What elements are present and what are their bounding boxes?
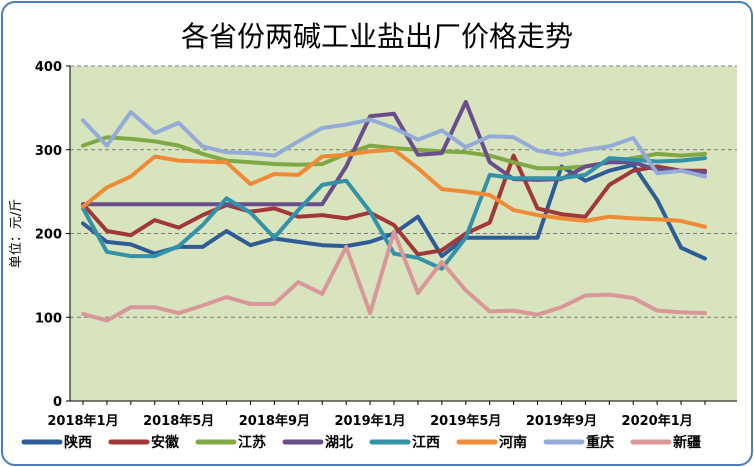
tick-labels: 0 100 200 300 400 2018年1月 2018年5月 2018年9月 2019年1…: [35, 60, 693, 429]
series-line-河南: [81, 147, 707, 229]
series-line-江西: [81, 156, 707, 271]
gridlines: [70, 65, 737, 318]
y-tick-label: 400: [35, 60, 62, 75]
legend-label: 湖北: [325, 435, 353, 451]
x-tick-label: 2020年1月: [622, 413, 693, 429]
x-tick-label: 2019年1月: [334, 413, 405, 429]
y-tick-label: 100: [35, 311, 62, 326]
y-tick-label: 0: [53, 395, 62, 410]
series-line-重庆: [81, 110, 707, 179]
legend-label: 江西: [412, 434, 440, 451]
x-tick-label: 2019年9月: [526, 413, 597, 429]
x-tick-label: 2018年9月: [239, 413, 310, 429]
legend-label: 江苏: [238, 434, 266, 451]
series-lines: [81, 100, 707, 323]
y-tick-label: 300: [35, 144, 62, 159]
legend-label: 重庆: [586, 434, 614, 451]
legend-label: 安徽: [151, 434, 180, 451]
chart-title: 各省份两碱工业盐出厂价格走势: [181, 20, 573, 53]
axes: [66, 65, 737, 405]
y-axis-label: 单位：元/斤: [9, 199, 24, 268]
legend: 陕西 安徽 江苏 湖北 江西 河南 重庆 新疆: [21, 434, 701, 451]
legend-label: 河南: [499, 434, 527, 451]
y-tick-label: 200: [35, 228, 62, 243]
series-line-新疆: [81, 229, 707, 323]
x-tick-label: 2019年5月: [430, 413, 501, 429]
x-tick-label: 2018年1月: [47, 413, 118, 429]
legend-label: 新疆: [673, 434, 701, 451]
series-line-安徽: [81, 153, 707, 257]
legend-label: 陕西: [64, 434, 92, 451]
x-tick-label: 2018年5月: [143, 413, 214, 429]
